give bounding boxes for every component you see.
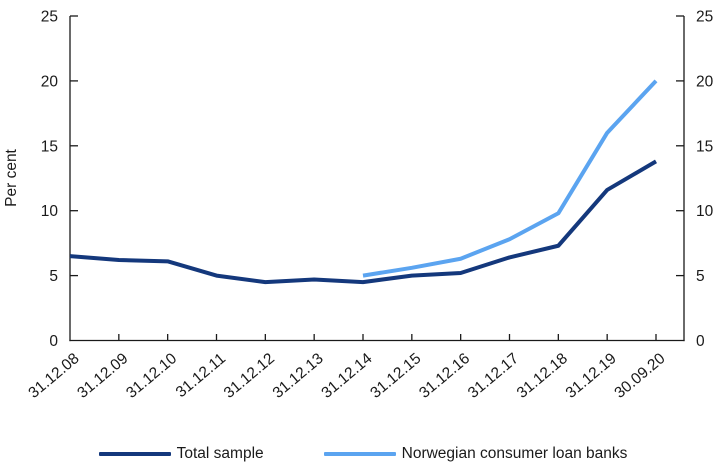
x-tick-label: 31.12.17 [465,350,522,402]
y-tick-label-left: 5 [49,268,58,285]
x-tick-label: 31.12.09 [74,350,131,402]
x-tick-label: 31.12.16 [416,350,473,402]
x-tick-label: 31.12.19 [563,350,620,402]
series-line-norwegian-consumer-loan-banks [362,79,658,278]
y-tick-label-left: 25 [41,9,58,26]
y-tick-label-left: 0 [49,333,58,350]
y-tick-label-left: 20 [41,73,59,90]
legend-label-total-sample: Total sample [176,445,264,462]
x-tick-label: 31.12.12 [221,350,278,402]
x-tick-label: 31.12.13 [270,350,327,402]
x-tick-label: 31.12.11 [173,350,229,401]
legend-item-consumer-loan-banks: Norwegian consumer loan banks [323,444,628,464]
y-tick-label-right: 10 [696,203,714,220]
y-tick-label-right: 15 [696,138,713,155]
x-tick-label: 31.12.15 [367,350,424,402]
y-tick-label-left: 10 [41,203,59,220]
y-tick-label-right: 20 [696,73,714,90]
y-tick-label-left: 15 [41,138,58,155]
legend-label-consumer-loan-banks: Norwegian consumer loan banks [401,445,628,462]
y-tick-label-right: 5 [696,268,705,285]
x-tick-label: 31.12.14 [318,350,375,402]
series-line-total-sample [69,159,658,285]
legend-line-swatch-consumer-loan-banks [323,451,396,457]
x-tick-label: 31.12.08 [25,350,82,402]
y-axis-title: Per cent [3,148,20,206]
legend-item-total-sample: Total sample [98,444,264,464]
legend-line-swatch-total-sample [98,451,171,457]
y-tick-label-right: 25 [696,9,713,26]
chart-legend: Total sample Norwegian consumer loan ban… [0,444,726,464]
y-tick-label-right: 0 [696,333,705,350]
x-tick-label: 31.12.10 [123,350,180,402]
x-tick-label: 30.09.20 [611,350,668,402]
x-tick-label: 31.12.18 [514,350,571,402]
